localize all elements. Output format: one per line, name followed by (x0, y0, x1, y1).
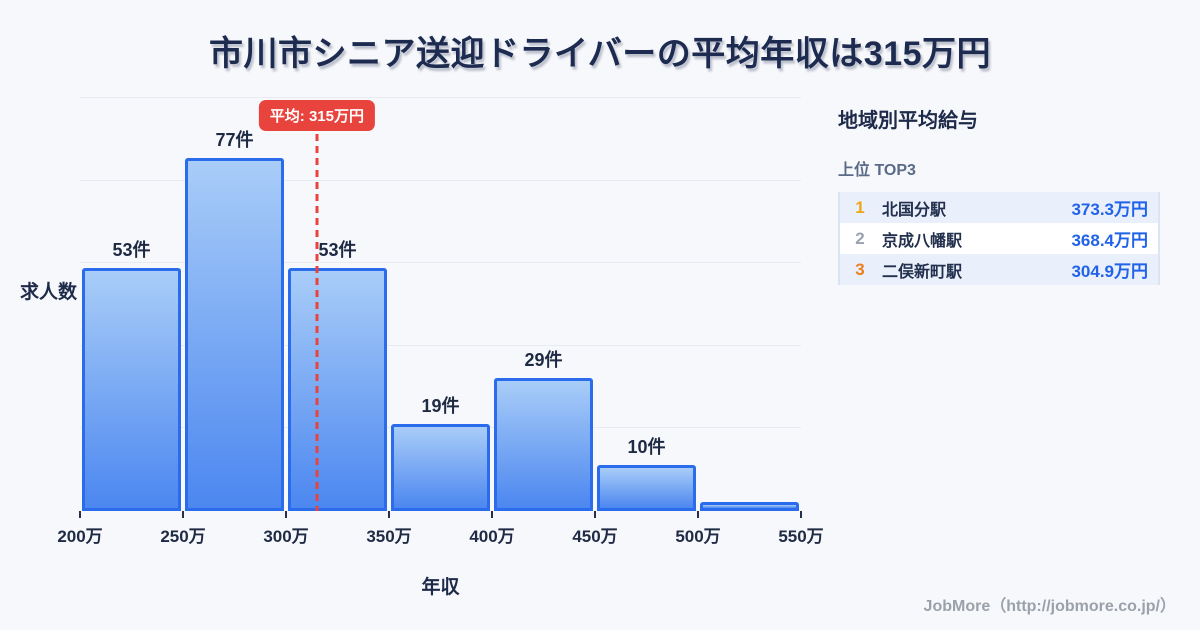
bar-value-label: 10件 (627, 437, 666, 458)
footer-credit: JobMore（http://jobmore.co.jp/） (923, 598, 1176, 615)
bar-value-label: 53件 (318, 239, 357, 260)
axis-tick (285, 511, 287, 518)
y-axis-label: 求人数 (20, 282, 78, 303)
bar-slot: 77件 (183, 98, 286, 511)
x-tick-label: 200万 (57, 527, 103, 546)
bar-value-label: 77件 (215, 129, 254, 150)
gridline (80, 179, 801, 181)
bar-slot: 19件 (389, 98, 492, 511)
histogram-bar (700, 501, 799, 511)
histogram-bar (391, 423, 490, 511)
x-tick-label: 400万 (469, 527, 515, 546)
bar-value-label: 19件 (421, 395, 460, 416)
page-title: 市川市シニア送迎ドライバーの平均年収は315万円 (208, 35, 992, 73)
station-name: 京成八幡駅 (882, 232, 963, 250)
station-salary: 304.9万円 (1071, 262, 1148, 281)
rank-number: 3 (855, 259, 865, 279)
bar-value-label: 53件 (112, 239, 151, 260)
bar-slot: 10件 (595, 98, 698, 511)
rank-number: 1 (855, 197, 865, 217)
region-salary-panel: 地域別平均給与 上位 TOP3 1 北国分駅 373.3万円 2 京成八幡駅 3… (838, 104, 1160, 285)
histogram-bar (185, 157, 284, 511)
histogram-bar (82, 267, 181, 511)
plot-area: 平均: 315万円 53件 77件 53件 19件 29件 10件 200万 250万 300万… (57, 97, 824, 546)
bar-slot: 53件 (286, 98, 389, 511)
x-tick-label: 250万 (160, 527, 206, 546)
histogram-bar (288, 267, 387, 511)
x-tick-label: 350万 (366, 527, 412, 546)
x-tick-label: 300万 (263, 527, 309, 546)
ranking-table: 1 北国分駅 373.3万円 2 京成八幡駅 368.4万円 3 二俣新町駅 3… (838, 192, 1160, 285)
x-axis-label: 年収 (421, 577, 460, 598)
bar-slot: 53件 (80, 98, 183, 511)
histogram-bar (597, 465, 696, 511)
gridline (80, 262, 801, 264)
average-line (315, 134, 319, 511)
bar-value-label: 29件 (524, 349, 563, 370)
bar-slot (698, 98, 801, 511)
station-name: 北国分駅 (882, 201, 947, 219)
panel-subheading: 上位 TOP3 (838, 162, 916, 179)
axis-tick (182, 511, 184, 518)
station-name: 二俣新町駅 (882, 263, 963, 281)
x-tick-label: 450万 (572, 527, 618, 546)
bar-slot: 29件 (492, 98, 595, 511)
histogram-bar (494, 377, 593, 511)
average-badge: 平均: 315万円 (258, 100, 375, 131)
axis-tick (79, 511, 81, 518)
axis-tick (491, 511, 493, 518)
station-salary: 373.3万円 (1071, 200, 1148, 219)
gridline (80, 344, 801, 346)
axis-tick (388, 511, 390, 518)
ranking-row: 1 北国分駅 373.3万円 (840, 192, 1158, 223)
axis-tick (800, 511, 802, 518)
rank-number: 2 (855, 228, 865, 248)
gridline (80, 97, 801, 98)
station-salary: 368.4万円 (1071, 231, 1148, 250)
ranking-row: 3 二俣新町駅 304.9万円 (840, 254, 1158, 285)
x-tick-label: 500万 (675, 527, 721, 546)
axis-tick (697, 511, 699, 518)
ranking-row: 2 京成八幡駅 368.4万円 (840, 223, 1158, 254)
axis-tick (594, 511, 596, 518)
x-tick-label: 550万 (778, 527, 824, 546)
panel-heading: 地域別平均給与 (838, 110, 978, 132)
